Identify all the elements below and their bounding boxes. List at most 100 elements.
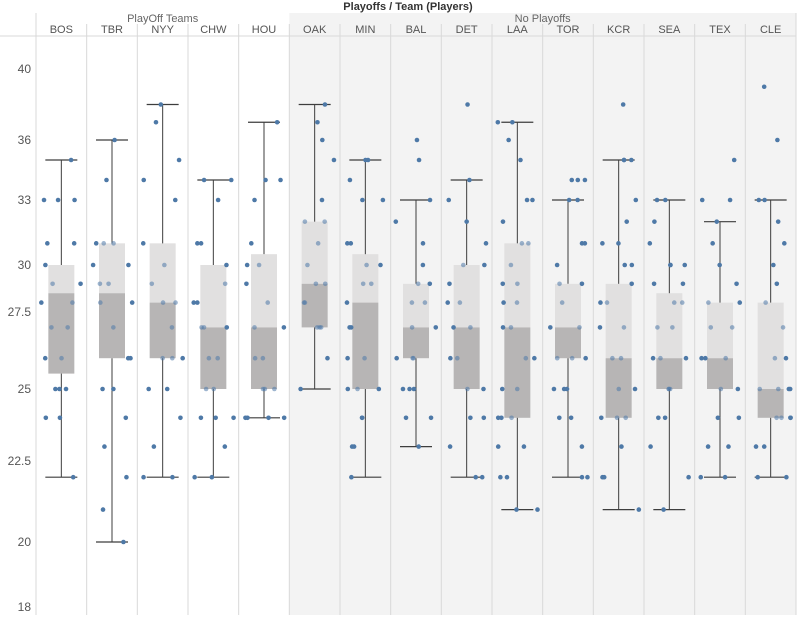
data-point <box>772 355 778 361</box>
data-point <box>41 197 47 203</box>
data-point <box>658 355 663 361</box>
team-label: NYY <box>151 24 174 36</box>
box-lower <box>707 358 733 389</box>
data-point <box>495 444 501 449</box>
data-point <box>90 262 96 268</box>
data-point <box>252 355 258 361</box>
chart-title: Playoffs / Team (Players) <box>343 1 473 13</box>
data-point <box>460 262 466 268</box>
data-point <box>101 241 107 246</box>
data-point <box>43 415 49 421</box>
data-point <box>530 197 535 203</box>
data-point <box>176 157 182 163</box>
data-point <box>579 474 585 480</box>
data-point <box>519 241 525 246</box>
box-lower <box>504 327 531 418</box>
data-point <box>362 355 367 361</box>
data-point <box>281 415 287 421</box>
data-point <box>703 355 708 361</box>
box-upper <box>352 254 379 303</box>
data-point <box>420 262 426 268</box>
data-point <box>514 386 520 392</box>
data-point <box>411 386 417 392</box>
data-point <box>650 355 656 361</box>
data-point <box>360 281 366 287</box>
data-point <box>368 281 374 287</box>
data-point <box>146 386 151 392</box>
data-point <box>191 300 197 305</box>
data-point <box>198 415 204 421</box>
data-point <box>501 300 506 305</box>
data-point <box>126 262 131 268</box>
data-point <box>774 281 780 287</box>
box-lower <box>555 327 581 359</box>
data-point <box>244 262 250 268</box>
data-point <box>394 355 399 361</box>
data-point <box>714 219 720 224</box>
data-point <box>224 325 230 330</box>
data-point <box>585 474 590 480</box>
data-point <box>686 474 691 480</box>
data-point <box>215 355 220 361</box>
data-point <box>737 300 743 305</box>
data-point <box>662 415 668 421</box>
data-point <box>771 262 776 268</box>
data-point <box>506 137 511 143</box>
data-point <box>600 241 605 246</box>
team-label: BAL <box>406 24 427 36</box>
data-point <box>281 325 287 330</box>
data-point <box>668 262 673 268</box>
data-point <box>705 444 711 449</box>
data-point <box>468 325 473 330</box>
data-point <box>149 281 155 287</box>
data-point <box>348 325 354 330</box>
data-point <box>427 197 433 203</box>
team-label: OAK <box>303 24 327 36</box>
data-point <box>272 386 277 392</box>
data-point <box>782 241 787 246</box>
data-point <box>467 177 472 183</box>
data-point <box>403 415 409 421</box>
data-point <box>524 197 530 203</box>
data-point <box>515 281 520 287</box>
data-point <box>616 241 621 246</box>
data-point <box>93 241 99 246</box>
box-upper <box>757 302 784 389</box>
data-point <box>315 241 321 246</box>
data-point <box>726 444 731 449</box>
data-point <box>729 325 735 330</box>
data-point <box>274 119 280 125</box>
y-tick-label: 36 <box>18 133 32 147</box>
data-point <box>575 197 580 203</box>
data-point <box>734 281 739 287</box>
data-point <box>98 300 103 305</box>
data-point <box>192 474 197 480</box>
data-point <box>667 386 673 392</box>
data-point <box>78 281 83 287</box>
data-point <box>252 325 257 330</box>
data-point <box>710 241 715 246</box>
data-point <box>322 219 327 224</box>
data-point <box>141 474 146 480</box>
data-point <box>680 281 686 287</box>
data-point <box>557 281 562 287</box>
data-point <box>656 415 661 421</box>
data-point <box>451 325 456 330</box>
data-point <box>468 415 473 421</box>
data-point <box>400 386 406 392</box>
box-upper <box>99 243 125 294</box>
data-point <box>500 281 506 287</box>
data-point <box>409 325 415 330</box>
data-point <box>345 386 351 392</box>
data-point <box>222 444 228 449</box>
data-point <box>629 157 634 163</box>
data-point <box>510 119 515 125</box>
box-lower <box>656 358 683 389</box>
data-point <box>483 241 489 246</box>
data-point <box>598 415 604 421</box>
data-point <box>65 325 70 330</box>
box-lower <box>301 283 328 328</box>
data-point <box>788 415 793 421</box>
data-point <box>349 444 355 449</box>
data-point <box>265 300 271 305</box>
